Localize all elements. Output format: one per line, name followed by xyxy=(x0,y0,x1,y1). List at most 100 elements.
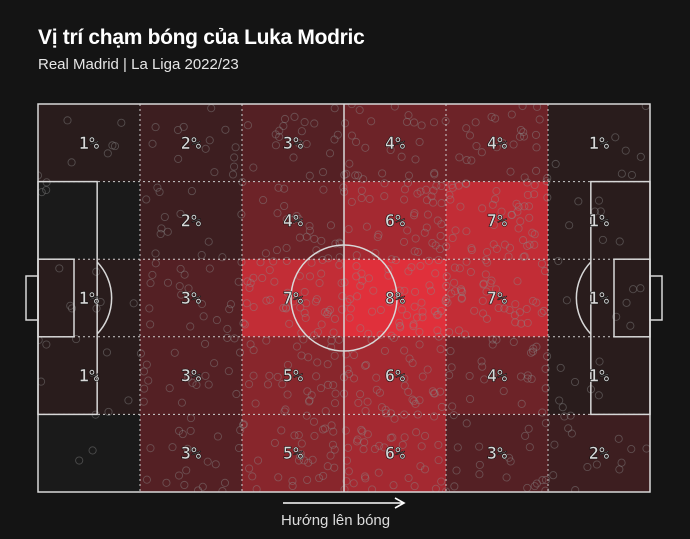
touch-marker xyxy=(523,178,532,187)
heat-cell xyxy=(344,336,446,415)
touch-marker xyxy=(301,313,310,322)
touch-marker xyxy=(108,141,117,150)
touch-marker xyxy=(239,420,248,429)
touch-marker xyxy=(410,118,419,127)
touch-marker xyxy=(574,197,583,206)
touch-marker xyxy=(294,431,303,440)
centre-circle xyxy=(290,244,398,352)
touch-marker xyxy=(447,363,456,372)
touch-marker xyxy=(297,439,306,448)
touch-marker xyxy=(309,417,319,426)
touch-marker xyxy=(481,256,490,265)
touch-marker xyxy=(404,473,413,483)
touch-marker xyxy=(457,293,466,302)
touch-marker xyxy=(236,426,245,435)
touch-marker xyxy=(354,171,363,180)
touch-marker xyxy=(457,294,466,303)
touch-marker xyxy=(249,371,258,380)
touch-marker xyxy=(320,424,330,433)
touch-marker xyxy=(307,258,316,267)
heat-cell xyxy=(548,104,650,182)
touch-marker xyxy=(434,310,443,319)
heat-cell xyxy=(140,104,242,182)
touch-marker xyxy=(523,374,532,383)
touch-marker xyxy=(282,303,291,312)
touch-marker xyxy=(330,351,339,360)
touch-marker xyxy=(387,255,396,264)
touch-marker xyxy=(201,144,210,153)
touch-marker xyxy=(262,336,271,345)
touch-marker xyxy=(223,333,232,342)
touch-marker xyxy=(437,306,446,316)
touch-marker xyxy=(450,263,459,272)
touch-marker xyxy=(407,263,416,272)
touch-marker xyxy=(466,267,475,277)
heat-cell xyxy=(548,259,650,337)
touch-marker xyxy=(201,371,210,380)
touch-marker xyxy=(475,460,484,469)
touch-marker xyxy=(318,425,328,434)
touch-marker xyxy=(435,245,445,254)
touch-marker xyxy=(319,168,328,177)
touch-marker xyxy=(411,287,420,296)
touch-marker xyxy=(163,227,172,236)
touch-marker xyxy=(411,234,420,243)
touch-marker xyxy=(178,430,187,439)
touch-marker xyxy=(541,486,550,492)
touch-marker xyxy=(558,403,567,412)
touch-marker xyxy=(594,196,604,205)
touch-marker xyxy=(331,389,340,398)
touch-marker xyxy=(282,256,291,266)
touch-marker xyxy=(507,110,516,119)
zone-labels: 1% 2% 3% 4% 4% 1% 2% 4% 6% 7% 1% 1% 3% 7% 8% 7% 1% 1% 3% 5%… xyxy=(78,134,610,465)
touch-marker xyxy=(506,457,515,466)
touch-marker xyxy=(357,425,366,434)
touch-marker xyxy=(270,277,279,286)
touch-marker xyxy=(272,246,282,255)
touch-marker xyxy=(146,444,155,453)
touch-marker xyxy=(456,202,465,211)
touch-marker xyxy=(318,255,327,264)
touch-marker xyxy=(475,470,484,479)
touch-marker xyxy=(240,320,249,329)
touch-marker xyxy=(621,146,630,155)
touch-marker xyxy=(488,200,497,209)
touch-marker xyxy=(357,269,366,278)
touch-marker xyxy=(570,377,580,387)
touch-marker xyxy=(309,331,319,340)
touch-marker xyxy=(265,266,274,275)
touch-marker xyxy=(352,137,361,147)
touch-marker xyxy=(415,327,424,336)
touch-marker xyxy=(345,295,355,304)
touch-marker xyxy=(417,298,426,307)
touch-marker xyxy=(400,185,410,194)
zone-percentage-label: 4% xyxy=(385,134,406,154)
touch-marker xyxy=(337,279,346,288)
touch-marker xyxy=(397,305,406,314)
heat-cell xyxy=(242,259,344,337)
touch-marker xyxy=(487,276,496,285)
zone-percentage-label: 1% xyxy=(79,134,100,154)
heat-cell xyxy=(242,336,344,415)
touch-marker xyxy=(145,304,154,313)
touch-marker xyxy=(532,342,541,351)
touch-marker xyxy=(249,346,258,355)
touch-marker xyxy=(541,364,550,373)
touch-marker xyxy=(330,463,339,472)
touch-marker xyxy=(514,202,523,211)
touch-marker xyxy=(523,190,532,199)
touch-marker xyxy=(230,162,239,171)
touch-marker xyxy=(478,296,487,305)
touch-marker xyxy=(617,458,626,467)
touch-marker xyxy=(320,308,329,317)
touch-marker xyxy=(636,284,645,293)
touch-marker xyxy=(445,328,454,337)
touch-marker xyxy=(300,118,309,127)
touch-marker xyxy=(344,225,353,234)
touch-marker xyxy=(277,426,286,435)
touch-marker xyxy=(200,339,210,348)
touch-marker xyxy=(310,431,319,440)
touch-marker xyxy=(525,443,534,452)
heat-cell xyxy=(344,414,446,492)
touch-marker xyxy=(437,402,446,411)
